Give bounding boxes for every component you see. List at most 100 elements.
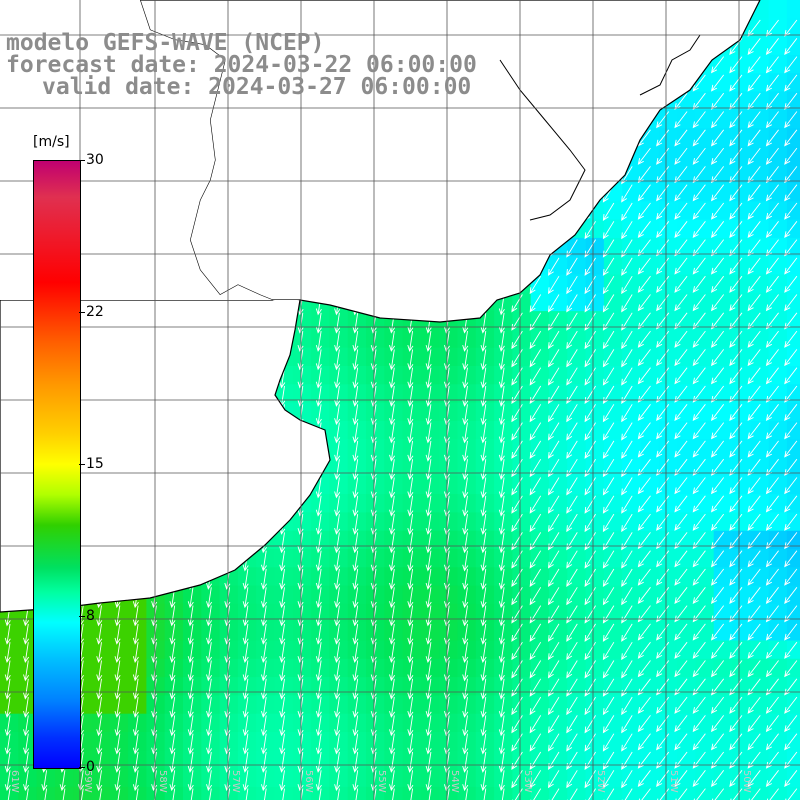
wind-arrow (480, 568, 487, 590)
wind-arrow (765, 129, 779, 147)
wind-speed-cell (366, 366, 385, 385)
wind-speed-cell (750, 457, 770, 477)
wind-speed-cell (183, 603, 202, 623)
wind-arrow (96, 733, 103, 755)
wind-arrow (602, 513, 615, 533)
wind-speed-cell (420, 512, 440, 532)
wind-arrow (315, 660, 322, 682)
wind-arrow (370, 514, 377, 535)
wind-arrow (187, 715, 194, 737)
wind-arrow (729, 477, 743, 495)
wind-speed-cell (549, 567, 568, 587)
wind-speed-cell (732, 768, 751, 788)
wind-speed-cell (768, 73, 788, 93)
wind-arrow (279, 733, 286, 755)
wind-speed-cell (677, 622, 696, 642)
wind-arrow (23, 715, 30, 737)
wind-speed-cell (622, 457, 642, 477)
wind-speed-cell (713, 73, 733, 93)
wind-speed-cell (366, 713, 385, 733)
wind-arrow (334, 495, 341, 517)
wind-arrow (674, 770, 688, 788)
wind-arrow (7, 788, 11, 800)
wind-speed-cell (585, 622, 605, 642)
wind-arrow (242, 715, 249, 737)
wind-speed-cell (695, 512, 715, 532)
wind-speed-cell (567, 420, 587, 440)
wind-arrow (480, 440, 487, 462)
wind-speed-cell (732, 420, 751, 440)
wind-speed-cell (768, 603, 788, 623)
wind-speed-cell (677, 695, 696, 715)
wind-speed-cell (347, 585, 367, 605)
wind-arrow (747, 715, 761, 733)
wind-arrow (370, 715, 377, 737)
wind-arrow (334, 751, 341, 773)
wind-arrow (621, 422, 633, 441)
wind-speed-cell (402, 640, 422, 660)
wind-arrow (315, 733, 322, 755)
wind-speed-cell (347, 750, 367, 770)
wind-speed-cell (494, 402, 513, 422)
wind-arrow (637, 275, 651, 293)
wind-arrow (529, 696, 542, 716)
wind-arrow (352, 331, 359, 352)
wind-speed-cell (768, 475, 788, 495)
wind-arrow (4, 770, 11, 792)
wind-speed-cell (768, 768, 788, 788)
wind-arrow (206, 623, 213, 645)
wind-arrow (407, 404, 414, 426)
wind-speed-cell (494, 750, 513, 770)
wind-arrow (729, 257, 743, 275)
wind-arrow (425, 568, 432, 590)
wind-speed-cell (347, 384, 367, 404)
wind-arrow (425, 678, 432, 700)
wind-speed-cell (786, 91, 800, 111)
wind-arrow (352, 678, 359, 700)
wind-speed-cell (329, 366, 349, 385)
wind-arrow (637, 349, 651, 367)
wind-speed-cell (256, 549, 276, 568)
wind-speed-cell (768, 439, 788, 459)
wind-speed-cell (439, 622, 459, 642)
wind-arrow (352, 312, 359, 334)
wind-arrow (765, 330, 779, 348)
wind-arrow (132, 715, 139, 737)
wind-speed-cell (402, 347, 422, 367)
wind-speed-cell (677, 219, 696, 239)
wind-speed-cell (786, 677, 800, 696)
wind-speed-cell (750, 622, 770, 642)
wind-arrow (169, 660, 176, 682)
wind-speed-cell (439, 420, 459, 440)
wind-arrow (498, 532, 505, 554)
wind-speed-cell (658, 329, 678, 349)
wind-speed-cell (768, 219, 788, 239)
wind-speed-cell (530, 713, 550, 733)
wind-arrow (389, 697, 396, 718)
wind-arrow (370, 477, 377, 499)
wind-speed-cell (768, 311, 788, 330)
wind-arrow (334, 422, 341, 444)
wind-speed-cell (457, 329, 477, 349)
wind-arrow (674, 147, 688, 165)
wind-speed-cell (768, 658, 788, 678)
wind-speed-cell (549, 347, 568, 367)
wind-arrow (480, 770, 487, 792)
wind-speed-cell (658, 311, 678, 330)
wind-speed-cell (311, 585, 330, 605)
wind-speed-cell (732, 347, 751, 367)
wind-arrow (511, 660, 523, 679)
wind-speed-cell (457, 640, 477, 660)
wind-speed-cell (420, 603, 440, 623)
wind-arrow (370, 349, 377, 371)
wind-speed-cell (329, 420, 349, 440)
wind-speed-cell (549, 402, 568, 422)
wind-speed-cell (402, 530, 422, 550)
wind-arrow (710, 660, 725, 678)
wind-arrow (498, 751, 505, 773)
wind-speed-cell (475, 732, 495, 751)
wind-arrow (637, 513, 651, 531)
wind-arrow (784, 660, 798, 678)
wind-speed-cell (640, 677, 660, 696)
wind-speed-cell (677, 475, 696, 495)
